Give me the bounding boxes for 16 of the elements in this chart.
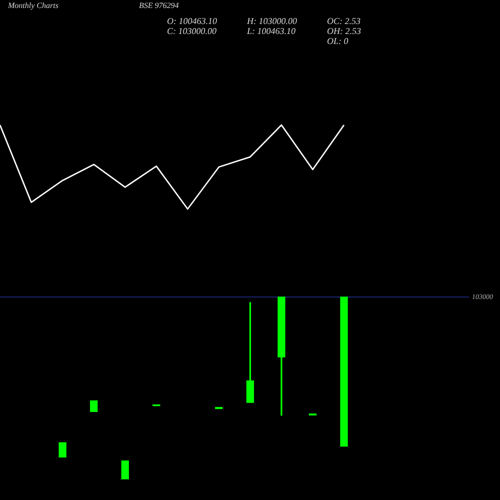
text: L: 100463.10 (247, 26, 296, 36)
candlestick (340, 296, 348, 447)
text: C: 103000.00 (167, 26, 216, 36)
candlestick (246, 302, 254, 403)
chart-subtitle: BSE 976294 (139, 1, 179, 11)
text: H: 103000.00 (247, 16, 297, 26)
chart-title: Monthly Charts (8, 1, 58, 11)
text: OC: 2.53 (327, 16, 360, 26)
candlestick (58, 442, 66, 458)
text: OH: 2.53 (327, 26, 361, 36)
candlestick (278, 296, 286, 416)
text: OL: 0 (327, 36, 348, 46)
candlestick (90, 400, 98, 412)
text: O: 100463.10 (167, 16, 217, 26)
candlestick (121, 460, 129, 480)
candlestick (215, 406, 223, 410)
